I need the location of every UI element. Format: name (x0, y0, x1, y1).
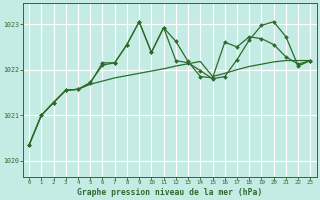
X-axis label: Graphe pression niveau de la mer (hPa): Graphe pression niveau de la mer (hPa) (77, 188, 262, 197)
